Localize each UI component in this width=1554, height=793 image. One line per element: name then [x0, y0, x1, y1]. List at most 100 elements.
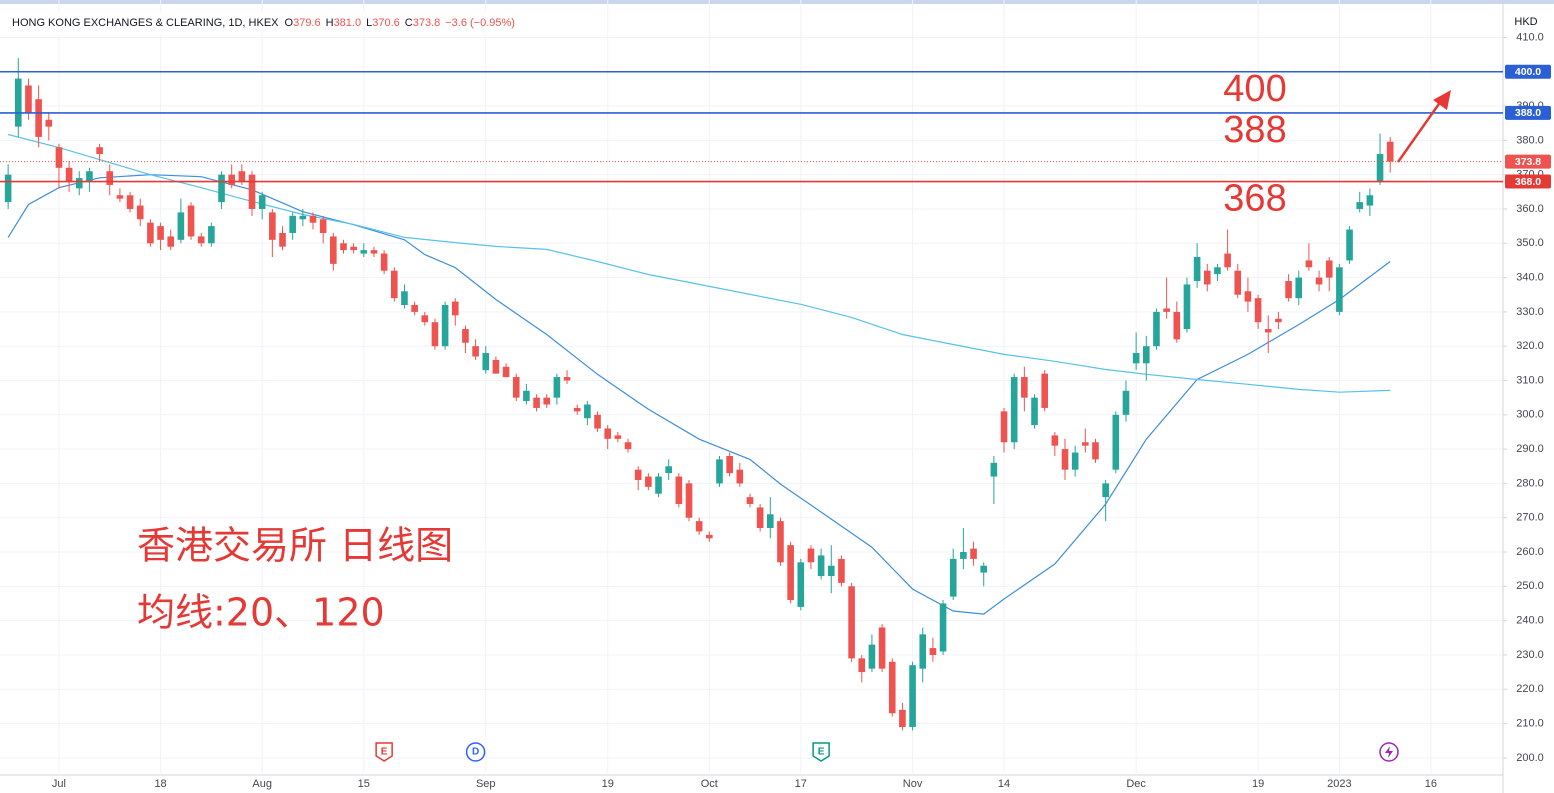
- candle-body: [1061, 449, 1069, 470]
- candle-body: [482, 353, 490, 371]
- y-tick-label: 230.0: [1516, 649, 1544, 661]
- candle-body: [65, 167, 73, 182]
- candle-body: [299, 215, 307, 220]
- candle-body: [136, 205, 144, 220]
- candle-body: [970, 548, 977, 559]
- candle-body: [960, 552, 967, 559]
- note: 均线:20、120: [137, 591, 385, 635]
- x-tick-label: 19: [1252, 778, 1264, 790]
- candle-body: [553, 377, 561, 398]
- ohlc-value: 379.6: [293, 17, 321, 29]
- candle-body: [258, 195, 266, 209]
- candle-body: [523, 390, 530, 402]
- candle-body: [431, 322, 439, 347]
- price-tag: [1505, 174, 1551, 189]
- x-tick-label: 19: [602, 778, 614, 790]
- candle-body: [1143, 346, 1150, 364]
- candle-body: [86, 171, 93, 182]
- candle-body: [868, 644, 876, 669]
- y-tick-label: 350.0: [1516, 237, 1544, 249]
- candle-body: [624, 442, 632, 450]
- candle-body: [1122, 390, 1130, 415]
- candle-body: [1325, 260, 1333, 278]
- lightning-event: [1379, 742, 1399, 762]
- change: −3.6 (−0.95%): [445, 17, 515, 29]
- candle-body: [462, 329, 469, 343]
- x-tick-label: 15: [358, 778, 370, 790]
- event-label: E: [381, 747, 388, 758]
- ohlc-value: 381.0: [334, 17, 362, 29]
- event-badge: [375, 742, 393, 762]
- candle-body: [838, 558, 845, 583]
- y-tick-label: 360.0: [1516, 203, 1544, 215]
- candle-body: [1183, 284, 1191, 330]
- x-tick-label: Nov: [903, 778, 923, 790]
- candle-body: [1336, 267, 1343, 312]
- ohlc-key: L: [366, 17, 372, 29]
- candle-body: [157, 226, 164, 240]
- x-tick-label: Aug: [252, 778, 272, 790]
- overlay: 400.0 400 388.0 388 368.0 368 373.8 E D E: [0, 64, 1551, 762]
- price-annotation: 400: [1223, 68, 1286, 110]
- candle-body: [1041, 373, 1048, 408]
- candle-body: [1305, 260, 1313, 268]
- candle-body: [1254, 298, 1262, 323]
- price-tag-label: 373.8: [1515, 156, 1541, 168]
- candle-body: [848, 586, 855, 659]
- candle-body: [634, 469, 642, 480]
- candle-body: [147, 222, 154, 244]
- candle-body: [35, 99, 42, 137]
- candle-body: [665, 466, 672, 474]
- candle-body: [319, 219, 327, 233]
- candle-body: [563, 377, 571, 381]
- candle-body: [411, 305, 418, 312]
- price-annotation: 388: [1223, 109, 1286, 151]
- x-tick-label: Sep: [476, 778, 496, 790]
- ohlc-key: H: [326, 17, 334, 29]
- y-tick-label: 220.0: [1516, 683, 1544, 695]
- candle-body: [726, 455, 733, 474]
- candle-body: [675, 476, 683, 504]
- candle-body: [1386, 141, 1394, 162]
- candle-body: [746, 497, 754, 504]
- candle-body: [1366, 195, 1374, 206]
- candle-body: [909, 665, 916, 727]
- y-tick-label: 380.0: [1516, 134, 1544, 146]
- candle-body: [492, 359, 500, 374]
- candle-body: [929, 648, 937, 655]
- candle-body: [1153, 311, 1160, 347]
- candle-body: [980, 565, 988, 573]
- candle-body: [360, 250, 368, 254]
- candle-body: [1376, 154, 1384, 182]
- candle-body: [645, 476, 652, 487]
- price-tag: [1505, 64, 1551, 79]
- candle-body: [441, 305, 449, 347]
- candle-body: [96, 147, 103, 155]
- candle-body: [1092, 442, 1099, 460]
- candle-body: [55, 147, 63, 168]
- y-tick-label: 200.0: [1516, 752, 1544, 764]
- x-tick-label: 14: [998, 778, 1010, 790]
- candle-body: [1071, 452, 1079, 470]
- candle-body: [390, 270, 398, 299]
- candle-body: [594, 414, 601, 429]
- candle-body: [1356, 202, 1364, 209]
- y-tick-label: 330.0: [1516, 306, 1544, 318]
- candle-body: [187, 205, 195, 237]
- candle-body: [533, 397, 540, 408]
- candle-body: [1000, 411, 1008, 443]
- candle-body: [655, 476, 662, 494]
- candle-body: [208, 226, 215, 244]
- y-tick-label: 290.0: [1516, 443, 1544, 455]
- candle-body: [1244, 291, 1252, 302]
- candle-body: [1224, 253, 1231, 268]
- candle-body: [1082, 442, 1089, 446]
- y-tick-label: 250.0: [1516, 580, 1544, 592]
- arrow-line: [1396, 100, 1443, 163]
- candle-body: [472, 346, 479, 357]
- moving-average: [7, 133, 1391, 393]
- price-annotation: 368: [1223, 178, 1286, 220]
